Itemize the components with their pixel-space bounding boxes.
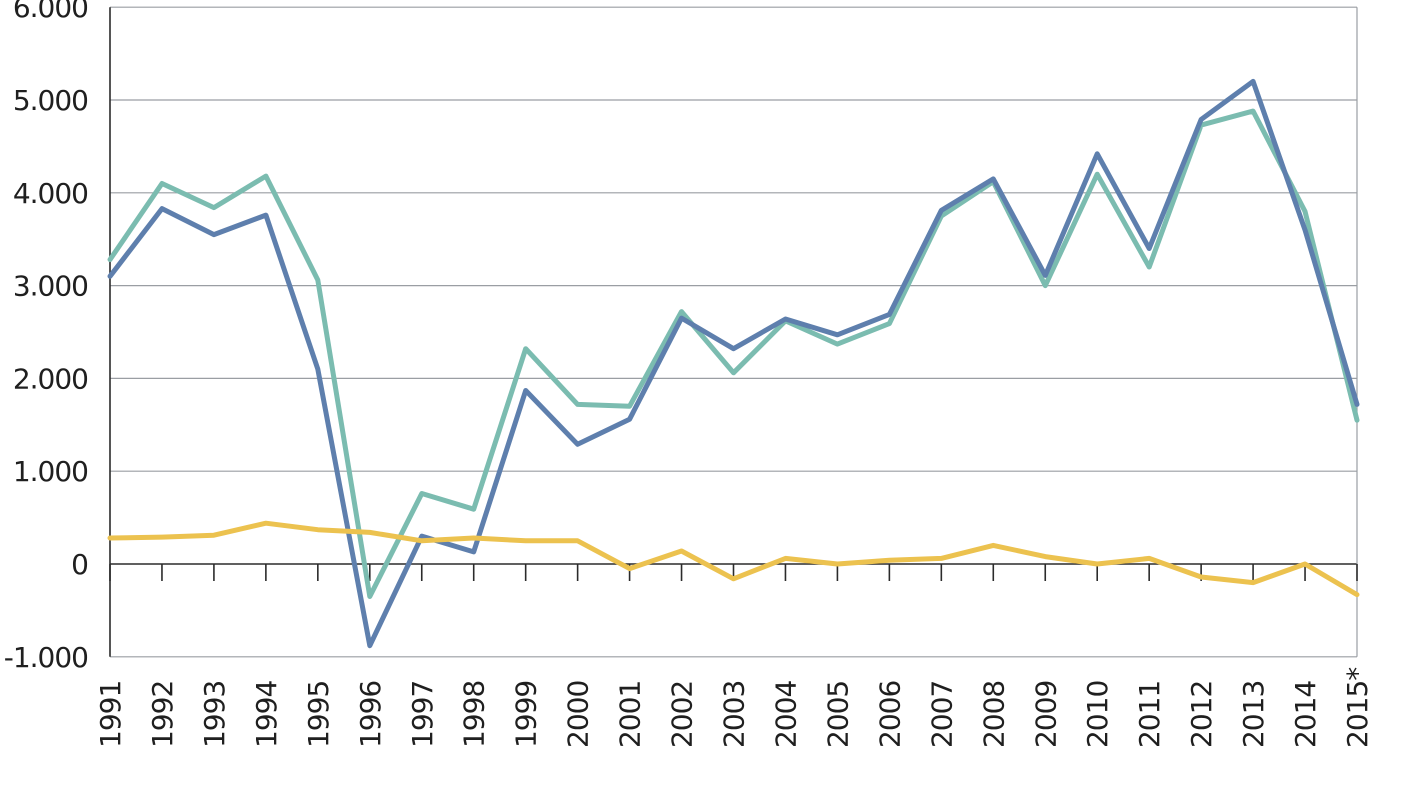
x-tick-label: 2000 bbox=[562, 681, 595, 748]
x-tick-label: 2002 bbox=[666, 681, 699, 748]
x-tick-label: 2009 bbox=[1029, 681, 1062, 748]
x-tick-label: 2005 bbox=[821, 681, 854, 748]
x-tick-label: 1992 bbox=[146, 681, 179, 748]
x-tick-label: 2008 bbox=[977, 681, 1010, 748]
series-line-2 bbox=[107, 78, 1360, 649]
x-tick-label: 1999 bbox=[510, 681, 543, 748]
x-tick-label: 2012 bbox=[1185, 681, 1218, 748]
axes bbox=[109, 7, 1358, 657]
x-tick-label: 2011 bbox=[1133, 681, 1166, 748]
x-tick-labels: 1991 1992 1993 1994 1995 1996 1997 1998 1999 2000… bbox=[94, 667, 1374, 748]
y-tick-label: 3.000 bbox=[13, 270, 88, 303]
gridlines bbox=[110, 6, 1357, 658]
y-tick-label: -1.000 bbox=[4, 641, 88, 674]
x-tick-label: 1998 bbox=[458, 681, 491, 748]
x-tick-label: 1993 bbox=[198, 681, 231, 748]
x-tick-label: 2014 bbox=[1289, 681, 1322, 748]
y-tick-label: 0 bbox=[71, 548, 88, 581]
y-tick-label: 2.000 bbox=[13, 362, 88, 395]
x-tick-label: 1996 bbox=[354, 681, 387, 748]
y-tick-label: 5.000 bbox=[13, 84, 88, 117]
x-tick-label: 2013 bbox=[1237, 681, 1270, 748]
x-tick-label: 2007 bbox=[925, 681, 958, 748]
y-tick-labels: -1.000 0 1.000 2.000 3.000 4.000 5.000 6.000 bbox=[4, 0, 89, 674]
x-tick-label: 1997 bbox=[406, 681, 439, 748]
y-tick-label: 1.000 bbox=[13, 455, 88, 488]
x-tick-label: 1991 bbox=[94, 681, 127, 748]
series-lines bbox=[107, 78, 1360, 649]
x-tick-label: 2003 bbox=[718, 681, 751, 748]
x-tick-label: 2010 bbox=[1081, 681, 1114, 748]
y-tick-label: 6.000 bbox=[13, 0, 88, 24]
x-tick-label: 1995 bbox=[302, 681, 335, 748]
series-line-1 bbox=[107, 108, 1360, 599]
x-tick-label: 2001 bbox=[614, 681, 647, 748]
x-tick-label: 2004 bbox=[769, 681, 802, 748]
x-tick-label: 2006 bbox=[873, 681, 906, 748]
series-line-3 bbox=[107, 520, 1360, 598]
y-tick-label: 4.000 bbox=[13, 177, 88, 210]
x-tick-label: 2015* bbox=[1341, 667, 1374, 748]
x-tick-label: 1994 bbox=[250, 681, 283, 748]
